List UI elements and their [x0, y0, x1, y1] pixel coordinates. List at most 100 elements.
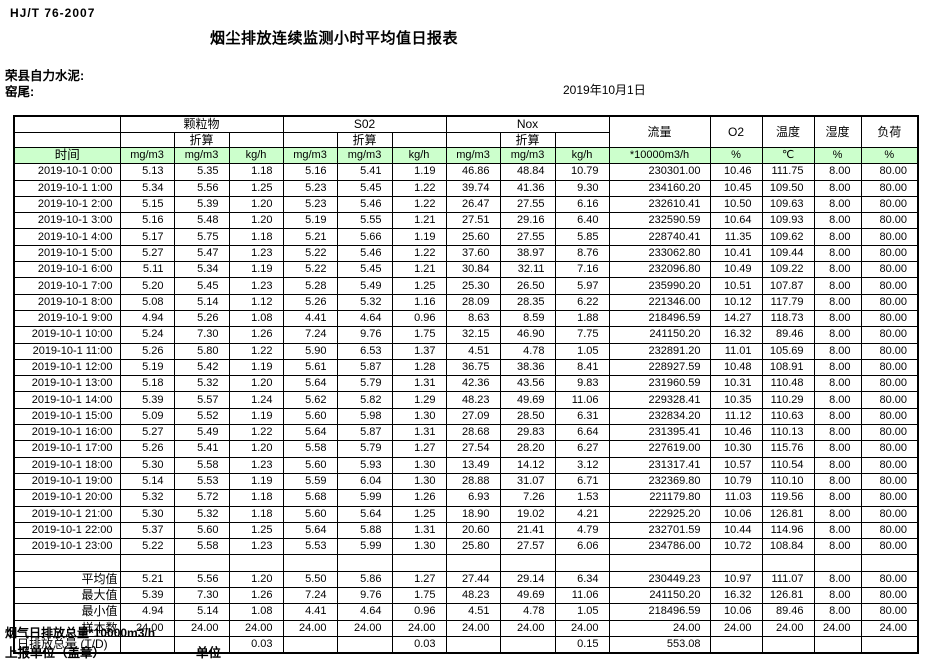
value-cell: 10.45: [709, 179, 763, 197]
value-cell: 5.93: [336, 456, 393, 474]
value-cell: 1.18: [228, 228, 284, 246]
value-cell: 5.27: [119, 244, 175, 263]
value-cell: [813, 554, 862, 572]
value-cell: 5.32: [336, 293, 393, 311]
value-cell: 5.20: [119, 277, 175, 295]
summary-row: 样本数 24.00 24.00 24.00 24.00 24.00 24.00 24.00 24…: [13, 619, 919, 637]
value-cell: 232369.80: [608, 472, 711, 491]
value-cell: 10.51: [709, 277, 763, 295]
value-cell: 1.22: [228, 424, 284, 442]
unit-header: mg/m3: [445, 146, 501, 165]
value-cell: 27.44: [445, 570, 501, 589]
value-cell: 80.00: [860, 179, 919, 197]
value-cell: 5.21: [119, 570, 175, 589]
value-cell: 5.19: [119, 358, 175, 377]
value-cell: 5.46: [336, 244, 393, 263]
value-cell: 5.45: [173, 277, 230, 295]
data-row: 2019-10-1 23:00 5.22 5.58 1.23 5.53 5.99 1.30 2…: [13, 538, 919, 556]
value-cell: 234786.00: [608, 538, 711, 556]
value-cell: 32.15: [445, 326, 501, 344]
value-cell: 30.84: [445, 261, 501, 279]
value-cell: [445, 635, 501, 654]
value-cell: 5.26: [119, 342, 175, 360]
value-cell: 80.00: [860, 456, 919, 474]
value-cell: 5.42: [173, 358, 230, 377]
value-cell: 5.66: [336, 228, 393, 246]
value-cell: 7.30: [173, 326, 230, 344]
value-cell: 11.12: [709, 407, 763, 426]
value-cell: 27.51: [445, 212, 501, 230]
value-cell: 8.00: [813, 195, 862, 214]
value-cell: 10.72: [709, 538, 763, 556]
value-cell: 1.21: [391, 212, 447, 230]
time-column-header: 时间: [13, 146, 121, 165]
value-cell: 80.00: [860, 424, 919, 442]
time-cell: 2019-10-1 21:00: [13, 505, 121, 523]
data-row: 2019-10-1 20:00 5.32 5.72 1.18 5.68 5.99 1.26 6…: [13, 489, 919, 507]
value-cell: 119.56: [761, 489, 815, 507]
value-cell: 1.23: [228, 456, 284, 474]
value-cell: 6.27: [554, 440, 610, 458]
value-cell: 5.86: [336, 570, 393, 589]
value-cell: [336, 635, 393, 654]
value-cell: 8.00: [813, 505, 862, 523]
value-cell: 32.11: [499, 261, 556, 279]
value-cell: 1.22: [391, 244, 447, 263]
value-cell: 241150.20: [608, 326, 711, 344]
value-cell: 37.60: [445, 244, 501, 263]
value-cell: 110.48: [761, 375, 815, 393]
value-cell: 18.90: [445, 505, 501, 523]
time-cell: 2019-10-1 3:00: [13, 212, 121, 230]
flow-column-header: 流量: [608, 115, 711, 148]
daily-total-row: 日排放总量 (T/D) 0.03 0.03 0.15 553.08: [13, 635, 919, 654]
data-row: 2019-10-1 15:00 5.09 5.52 1.19 5.60 5.98 1.30 2…: [13, 407, 919, 426]
row-label-cell: 样本数: [13, 619, 121, 637]
standard-number-label: HJ/T 76-2007: [10, 6, 96, 20]
value-cell: 80.00: [860, 326, 919, 344]
value-cell: 5.64: [282, 375, 338, 393]
value-cell: 25.30: [445, 277, 501, 295]
time-cell: 2019-10-1 16:00: [13, 424, 121, 442]
time-cell: 2019-10-1 22:00: [13, 521, 121, 540]
value-cell: 1.23: [228, 277, 284, 295]
time-cell: 2019-10-1 1:00: [13, 179, 121, 197]
value-cell: 24.00: [554, 619, 610, 637]
value-cell: 6.71: [554, 472, 610, 491]
value-cell: 1.37: [391, 342, 447, 360]
value-cell: 5.60: [282, 407, 338, 426]
value-cell: 5.26: [173, 309, 230, 328]
time-cell: 2019-10-1 17:00: [13, 440, 121, 458]
value-cell: 5.64: [282, 521, 338, 540]
value-cell: [282, 554, 338, 572]
value-cell: 9.83: [554, 375, 610, 393]
value-cell: 8.59: [499, 309, 556, 328]
value-cell: 1.08: [228, 309, 284, 328]
particulate-group-header: 颗粒物: [119, 115, 284, 133]
value-cell: 27.09: [445, 407, 501, 426]
value-cell: 5.09: [119, 407, 175, 426]
value-cell: 241150.20: [608, 587, 711, 605]
value-cell: 232590.59: [608, 212, 711, 230]
value-cell: 24.00: [608, 619, 711, 637]
value-cell: 4.94: [119, 603, 175, 621]
value-cell: 4.51: [445, 603, 501, 621]
time-cell: 2019-10-1 18:00: [13, 456, 121, 474]
value-cell: 1.31: [391, 521, 447, 540]
time-cell: 2019-10-1 5:00: [13, 244, 121, 263]
value-cell: 1.53: [554, 489, 610, 507]
value-cell: 24.00: [761, 619, 815, 637]
value-cell: 5.60: [282, 456, 338, 474]
value-cell: 1.28: [391, 358, 447, 377]
value-cell: 24.00: [499, 619, 556, 637]
data-row: 2019-10-1 22:00 5.37 5.60 1.25 5.64 5.88 1.31 2…: [13, 521, 919, 540]
data-row: 2019-10-1 14:00 5.39 5.57 1.24 5.62 5.82 1.29 4…: [13, 391, 919, 409]
value-cell: 5.88: [336, 521, 393, 540]
value-cell: 4.21: [554, 505, 610, 523]
value-cell: 8.00: [813, 261, 862, 279]
value-cell: 80.00: [860, 212, 919, 230]
value-cell: 42.36: [445, 375, 501, 393]
value-cell: 5.98: [336, 407, 393, 426]
value-cell: 1.29: [391, 391, 447, 409]
value-cell: 26.47: [445, 195, 501, 214]
converted-header-row: 折算 折算 折算: [13, 132, 918, 148]
